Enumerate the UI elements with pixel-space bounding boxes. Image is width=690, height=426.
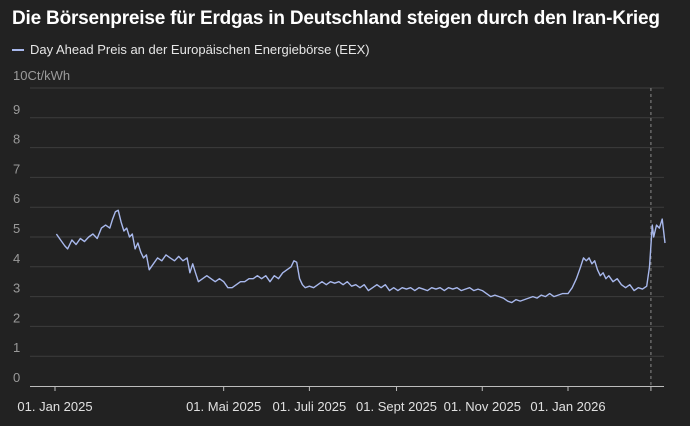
y-tick-label: 8 (13, 132, 20, 147)
y-tick-label: 9 (13, 102, 20, 117)
y-tick-label: 6 (13, 191, 20, 206)
x-tick-label: 01. Juli 2025 (273, 399, 347, 414)
x-tick-label: 01. Nov 2025 (444, 399, 521, 414)
y-tick-label: 7 (13, 161, 20, 176)
x-tick-label: 01. Jan 2025 (17, 399, 92, 414)
y-tick-label: 3 (13, 281, 20, 296)
chart-title: Die Börsenpreise für Erdgas in Deutschla… (12, 8, 660, 29)
legend-label: Day Ahead Preis an der Europäischen Ener… (30, 42, 370, 57)
x-tick-label: 01. Jan 2026 (530, 399, 605, 414)
y-axis-unit-label: 10Ct/kWh (13, 68, 71, 83)
y-tick-label: 0 (13, 370, 20, 385)
y-tick-label: 1 (13, 340, 20, 355)
series-line (55, 209, 666, 304)
x-tick-label: 01. Sept 2025 (356, 399, 437, 414)
x-tick-label: 01. Mai 2025 (186, 399, 261, 414)
y-tick-label: 5 (13, 221, 20, 236)
legend: Day Ahead Preis an der Europäischen Ener… (12, 42, 370, 57)
y-tick-label: 2 (13, 310, 20, 325)
y-tick-label: 4 (13, 251, 20, 266)
legend-swatch (12, 48, 24, 51)
